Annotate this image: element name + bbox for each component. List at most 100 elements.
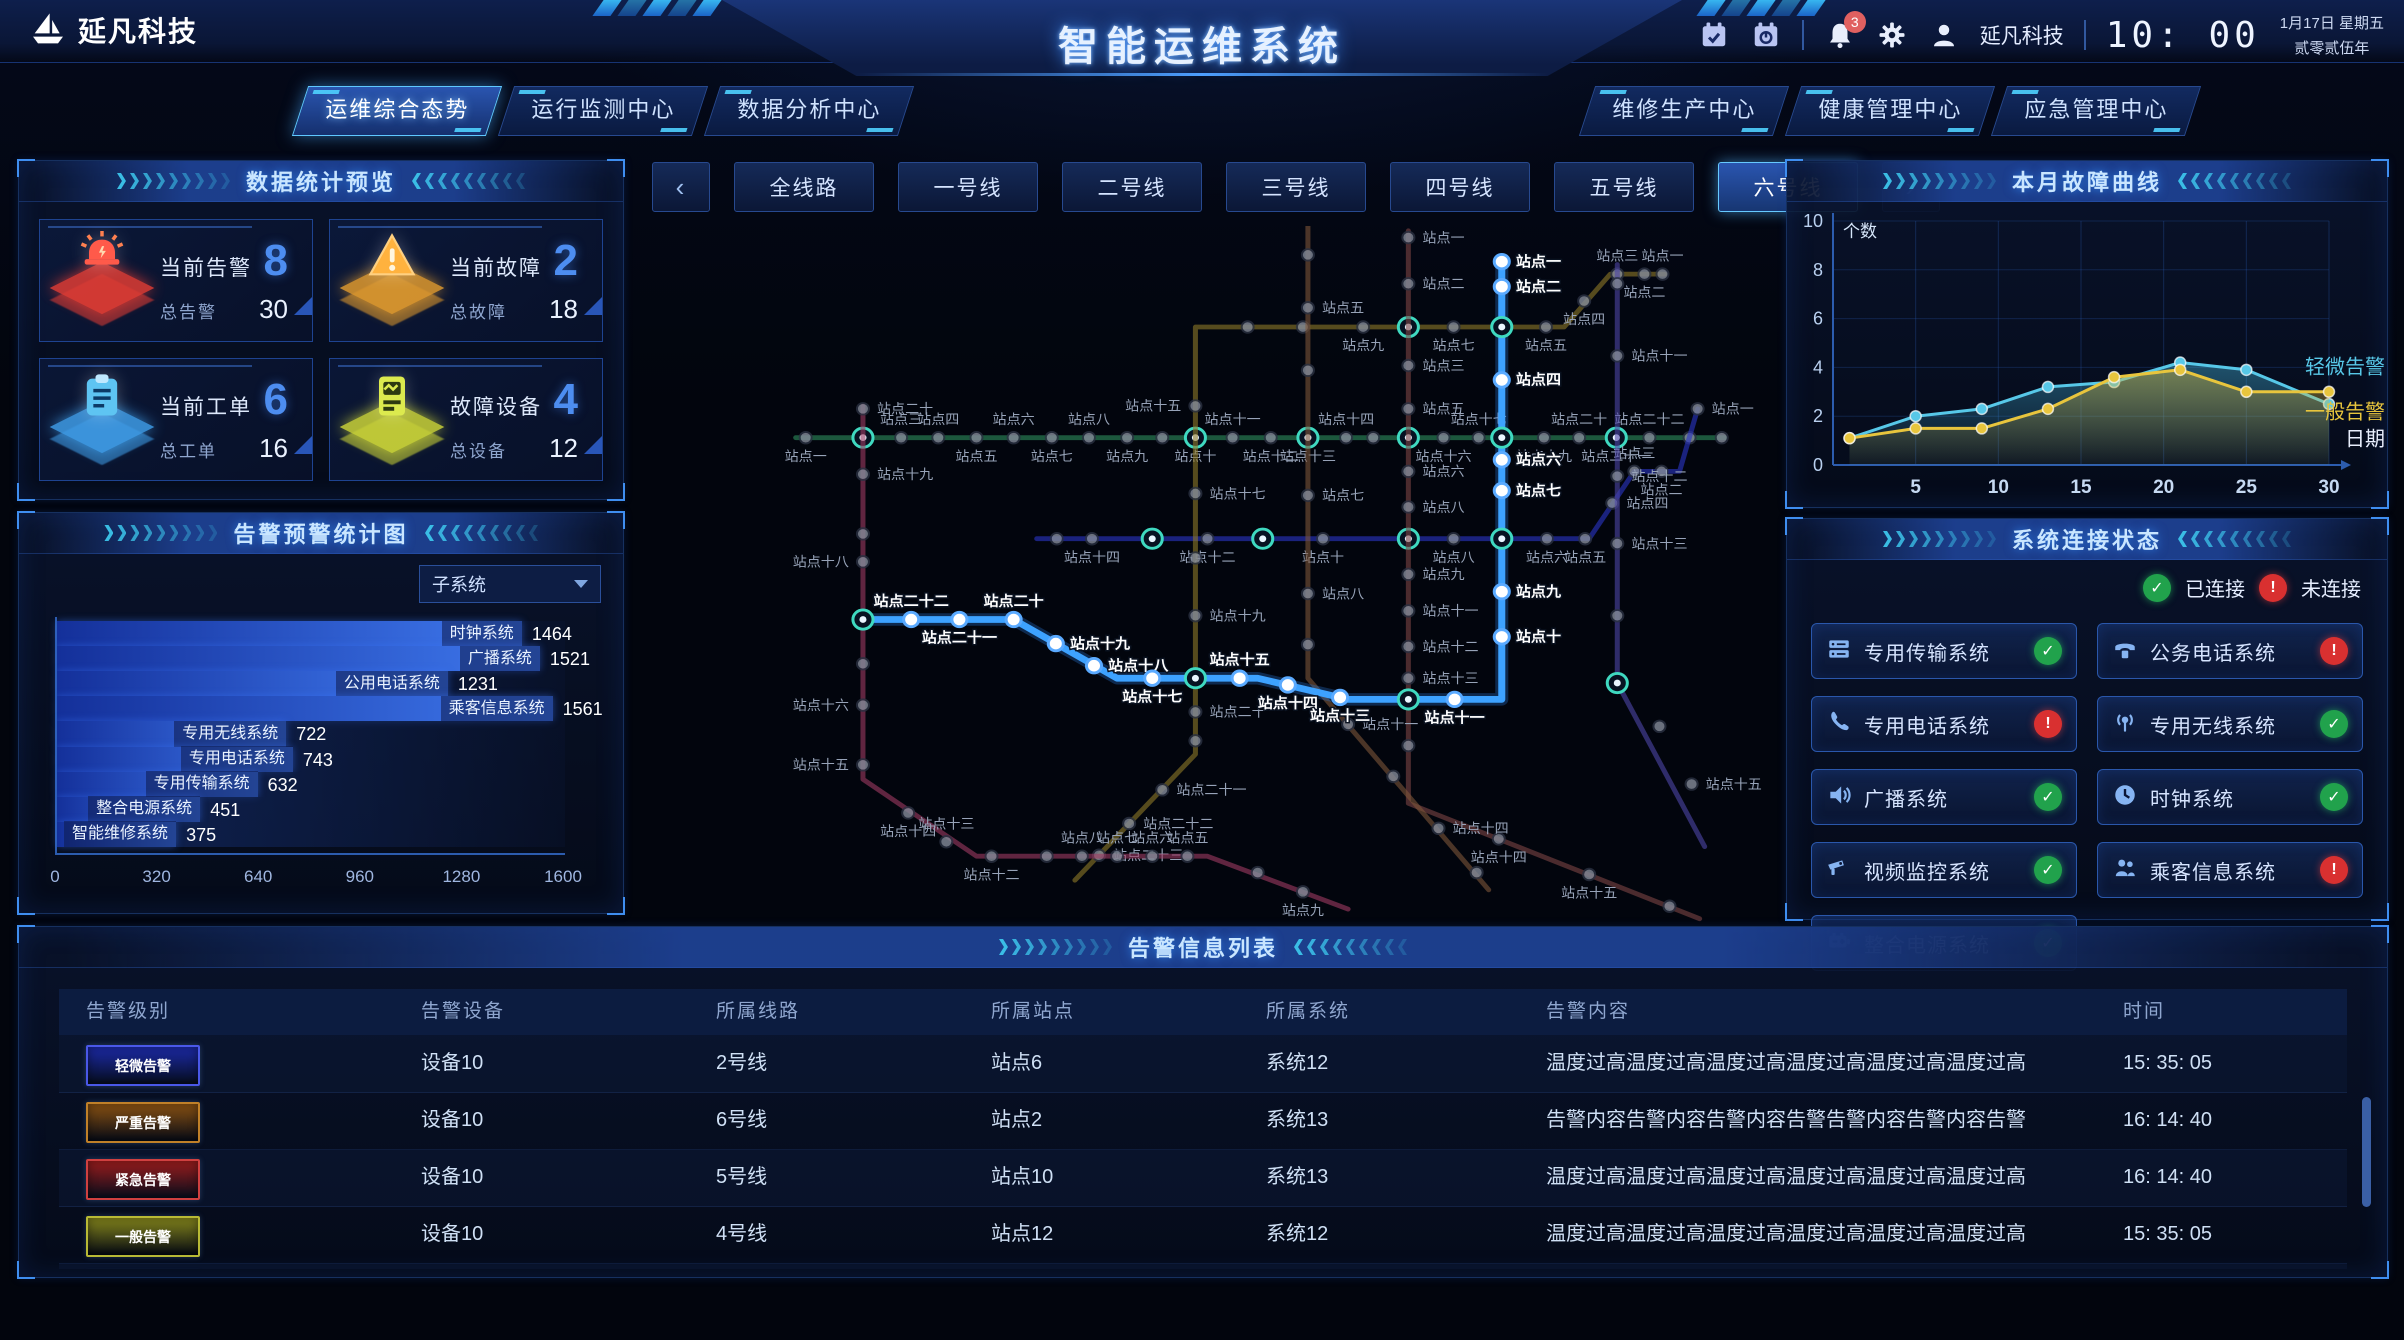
table-row[interactable]: 紧急告警 设备10 5号线 站点10 系统13 温度过高温度过高温度过高温度过高温度过高温… <box>59 1149 2347 1207</box>
bar-value: 743 <box>302 749 333 770</box>
stat-card-当前告警[interactable]: 当前告警 8 总告警 30 <box>39 219 313 342</box>
tab-健康管理中心[interactable]: 健康管理中心 <box>1784 86 1996 136</box>
year-line: 贰零贰伍年 <box>2294 40 2370 57</box>
prev-line-button[interactable]: ‹ <box>652 162 710 212</box>
station-label: 站点三 <box>880 412 922 427</box>
cell-line: 4号线 <box>716 1223 768 1245</box>
panel-corner-decor <box>2371 491 2389 509</box>
highlight-station <box>1492 628 1511 646</box>
station-dot <box>1401 738 1416 753</box>
bar-axis-tick: 1600 <box>544 867 582 886</box>
station-dot <box>1250 865 1265 880</box>
cell-time: 15: 35: 05 <box>2123 1223 2212 1245</box>
station-label: 站点十一 <box>1631 349 1687 364</box>
stat-card-故障设备[interactable]: 故障设备 4 总设备 12 <box>329 358 603 481</box>
nav-right: 维修生产中心 健康管理中心 应急管理中心 <box>1578 86 2202 136</box>
highlight-station <box>1445 690 1464 709</box>
station-dot <box>1401 230 1416 245</box>
line-button-全线路[interactable]: 全线路 <box>734 162 874 212</box>
table-row[interactable]: 轻微告警 <box>59 1263 2347 1269</box>
station-label: 站点十 <box>1302 550 1344 565</box>
device-icon <box>339 368 445 472</box>
connection-item-乘客信息系统[interactable]: 乘客信息系统! <box>2097 842 2363 898</box>
station-label: 站点一 <box>1422 231 1464 246</box>
connection-item-时钟系统[interactable]: 时钟系统 ✓ <box>2097 769 2363 825</box>
connection-item-公务电话系统[interactable]: 公务电话系统! <box>2097 623 2363 679</box>
bar-fill: 智能维修系统 <box>57 821 177 848</box>
station-dot <box>1577 294 1592 308</box>
tab-运维综合态势[interactable]: 运维综合态势 <box>291 86 503 136</box>
tab-label: 维修生产中心 <box>1612 97 1757 122</box>
calendar-check-icon[interactable] <box>1698 19 1730 51</box>
connection-item-广播系统[interactable]: 广播系统 ✓ <box>1811 769 2077 825</box>
line-button-三号线[interactable]: 三号线 <box>1226 162 1366 212</box>
bar-row: 时钟系统 1464 <box>57 620 572 647</box>
bar-category-label: 广播系统 <box>459 645 540 672</box>
bar-category-label: 整合电源系统 <box>88 796 201 823</box>
station-label: 站点十六 <box>793 698 849 713</box>
table-row[interactable]: 一般告警 设备10 4号线 站点12 系统12 温度过高温度过高温度过高温度过高温度过高温… <box>59 1206 2347 1264</box>
highlight-station <box>1492 252 1511 271</box>
station-dot <box>855 758 870 772</box>
video-icon <box>1826 855 1852 886</box>
station-dot <box>1690 402 1705 416</box>
cell-content: 告警内容告警内容告警内容告警告警内容告警内容告警 <box>1546 1109 2026 1131</box>
olive-line: 站点二十三站点二十二站点二十一站点二十站点十九站点十七站点十五站点九站点七站点五… <box>1072 249 1684 883</box>
station-label: 站点七 <box>1322 488 1364 503</box>
station-dot <box>1049 531 1064 546</box>
subsystem-dropdown[interactable]: 子系统 <box>419 565 601 603</box>
table-scrollbar[interactable] <box>2362 1097 2371 1207</box>
station-label: 站点二十二 <box>1143 817 1213 832</box>
tab-运行监测中心[interactable]: 运行监测中心 <box>497 86 709 136</box>
data-point <box>2107 370 2121 384</box>
line-button-五号线[interactable]: 五号线 <box>1554 162 1694 212</box>
stat-sub-label: 总告警 <box>160 303 217 322</box>
chevron-decor <box>1882 531 1996 547</box>
calendar-power-icon[interactable] <box>1750 19 1782 51</box>
connection-label: 广播系统 <box>1864 788 1948 811</box>
bar-value: 632 <box>267 774 298 795</box>
chevron-decor <box>1882 173 1996 189</box>
line-button-四号线[interactable]: 四号线 <box>1390 162 1530 212</box>
bar-value: 451 <box>210 799 241 820</box>
tab-数据分析中心[interactable]: 数据分析中心 <box>703 86 915 136</box>
station-dot <box>1356 320 1371 334</box>
tab-应急管理中心[interactable]: 应急管理中心 <box>1990 86 2202 136</box>
connection-item-专用电话系统[interactable]: 专用电话系统! <box>1811 696 2077 752</box>
station-label: 站点五 <box>1422 402 1464 417</box>
bar-category-label: 公用电话系统 <box>335 670 448 697</box>
data-point <box>2041 380 2055 394</box>
stat-card-当前工单[interactable]: 当前工单 6 总工单 16 <box>39 358 313 481</box>
column-header-时间: 时间 <box>2123 1001 2166 1022</box>
station-label: 站点十七 <box>1122 688 1183 706</box>
bell-icon[interactable]: 3 <box>1824 11 1866 51</box>
table-row[interactable]: 轻微告警 设备10 2号线 站点6 系统12 温度过高温度过高温度过高温度过高温度过高温度… <box>59 1035 2347 1093</box>
connection-item-专用传输系统[interactable]: 专用传输系统 ✓ <box>1811 623 2077 679</box>
tab-label: 数据分析中心 <box>737 97 882 122</box>
bar-value: 722 <box>296 724 327 745</box>
station-dot <box>855 555 870 569</box>
connection-item-视频监控系统[interactable]: 视频监控系统 ✓ <box>1811 842 2077 898</box>
line-button-一号线[interactable]: 一号线 <box>898 162 1038 212</box>
table-row[interactable]: 严重告警 设备10 6号线 站点2 系统13 告警内容告警内容告警内容告警告警内容告警内容… <box>59 1092 2347 1150</box>
station-label: 站点九 <box>1342 338 1384 353</box>
panel-corner-decor <box>17 1261 35 1279</box>
line-button-二号线[interactable]: 二号线 <box>1062 162 1202 212</box>
status-connected-icon: ✓ <box>2320 710 2348 738</box>
bar-category-label: 时钟系统 <box>441 620 522 647</box>
metro-line-buttons: ‹全线路一号线二号线三号线四号线五号线六号线› <box>652 162 1940 212</box>
chevron-decor <box>2178 531 2291 547</box>
stat-card-当前故障[interactable]: 当前故障 2 总故障 18 <box>329 219 603 342</box>
connection-item-专用无线系统[interactable]: 专用无线系统 ✓ <box>2097 696 2363 752</box>
station-dot <box>901 806 916 820</box>
station-dot <box>1654 464 1669 479</box>
status-disconnected-icon: ! <box>2034 710 2062 738</box>
bar-row: 公用电话系统 1231 <box>57 670 565 697</box>
station-label: 站点十九 <box>1516 449 1572 464</box>
station-dot <box>1188 551 1203 565</box>
station-dot <box>1155 430 1170 445</box>
tab-维修生产中心[interactable]: 维修生产中心 <box>1578 86 1790 136</box>
gear-icon[interactable] <box>1876 19 1908 51</box>
user-icon[interactable] <box>1928 19 1960 51</box>
y-tick: 4 <box>1813 357 1823 377</box>
